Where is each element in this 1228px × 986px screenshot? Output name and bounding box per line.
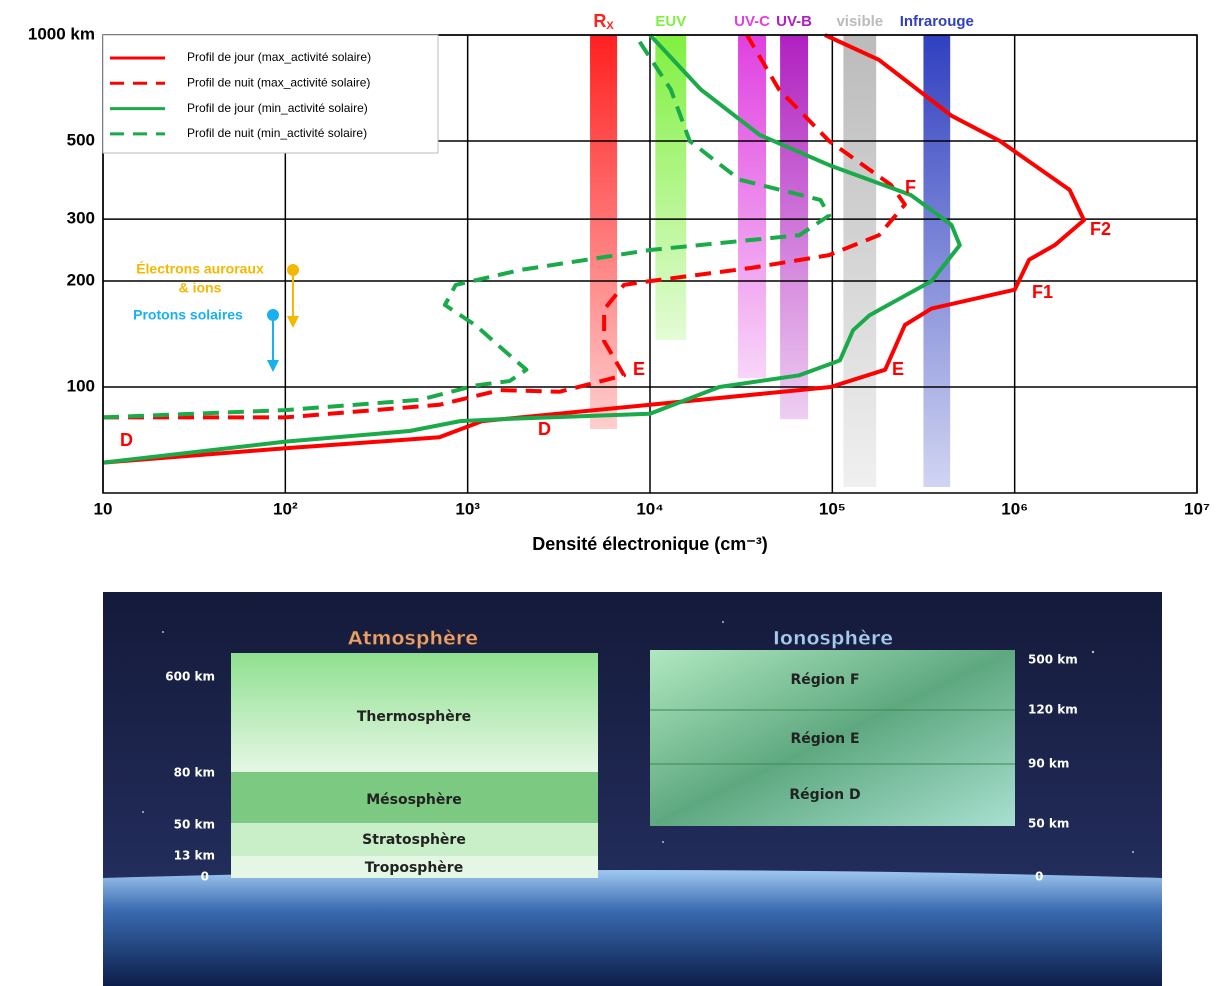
y-tick-label: 500 [67, 130, 95, 149]
altitude-label: 0 [201, 870, 209, 884]
ionosphere-title: Ionosphère [773, 628, 893, 650]
legend-label: Profil de jour (min_activité solaire) [187, 101, 368, 115]
band-label: UV-C [734, 13, 770, 30]
x-tick-label: 10³ [455, 499, 480, 518]
band-label: EUV [655, 13, 686, 30]
y-tick-label: 200 [67, 271, 95, 290]
marker-arrowhead [287, 316, 299, 328]
layer-label: Thermosphère [357, 709, 471, 725]
layer-annotation: E [633, 359, 645, 379]
x-tick-label: 10² [273, 499, 298, 518]
band-label: RX [593, 11, 614, 32]
altitude-label: 0 [1035, 870, 1043, 884]
band [590, 35, 617, 429]
earth [103, 870, 1162, 986]
layer-annotation: F2 [1090, 219, 1111, 239]
band [843, 35, 876, 487]
y-tick-label: 300 [67, 209, 95, 228]
altitude-label: 120 km [1028, 703, 1078, 717]
region-label: Région F [790, 672, 859, 688]
y-tick-label: 1000 km [28, 24, 95, 43]
legend-label: Profil de jour (max_activité solaire) [187, 50, 371, 64]
band-name: visible [836, 13, 883, 30]
page: {"chart_data": {"type": "line", "xlabel"… [0, 0, 1228, 986]
layer-annotation: D [120, 430, 133, 450]
chart: RX EUV UV-C UV-B visible Infrarouge Profil de… [0, 0, 1228, 560]
legend-label: Profil de nuit (max_activité solaire) [187, 75, 370, 89]
marker-label: Électrons auroraux [136, 261, 264, 277]
layer-annotation: D [538, 419, 551, 439]
band-name: UV-C [734, 13, 770, 30]
legend: Profil de jour (max_activité solaire) Pro… [103, 35, 438, 153]
x-tick-label: 10⁴ [636, 499, 663, 518]
region-label: Région E [790, 731, 859, 747]
band-label: visible [836, 13, 883, 30]
x-tick-label: 10⁶ [1001, 499, 1028, 518]
altitude-label: 50 km [1028, 817, 1069, 831]
altitude-label: 50 km [174, 818, 215, 832]
band-name: Infrarouge [900, 13, 974, 30]
band-name: EUV [655, 13, 686, 30]
layer-label: Mésosphère [366, 792, 462, 808]
region-label: Région D [789, 787, 860, 803]
layer-annotation: F [905, 177, 916, 197]
band-name: R [593, 11, 606, 31]
altitude-label: 500 km [1028, 653, 1078, 667]
band-label: UV-B [776, 13, 812, 30]
x-tick-label: 10⁵ [819, 499, 846, 518]
altitude-label: 600 km [165, 670, 215, 684]
layer-label: Stratosphère [362, 832, 466, 848]
marker-label: Protons solaires [133, 307, 243, 323]
band [780, 35, 808, 419]
atmosphere-title: Atmosphère [348, 628, 478, 650]
band-subscript: X [606, 20, 614, 32]
band [738, 35, 766, 378]
altitude-label: 13 km [174, 849, 215, 863]
x-tick-label: 10⁷ [1184, 499, 1210, 518]
diagram: Atmosphère Thermosphère Mésosphère Strat… [103, 592, 1162, 986]
marker-label: & ions [179, 280, 222, 296]
band [655, 35, 686, 340]
altitude-label: 80 km [174, 766, 215, 780]
legend-label: Profil de nuit (min_activité solaire) [187, 126, 367, 140]
x-tick-label: 10 [94, 499, 113, 518]
layer-label: Troposphère [365, 860, 463, 876]
layer-annotation: F1 [1032, 282, 1053, 302]
altitude-label: 90 km [1028, 757, 1069, 771]
band-label: Infrarouge [900, 13, 974, 30]
y-tick-label: 100 [67, 377, 95, 396]
x-axis-label: Densité électronique (cm⁻³) [532, 534, 768, 554]
band-name: UV-B [776, 13, 812, 30]
layer-annotation: E [892, 359, 904, 379]
marker-arrowhead [267, 360, 279, 372]
